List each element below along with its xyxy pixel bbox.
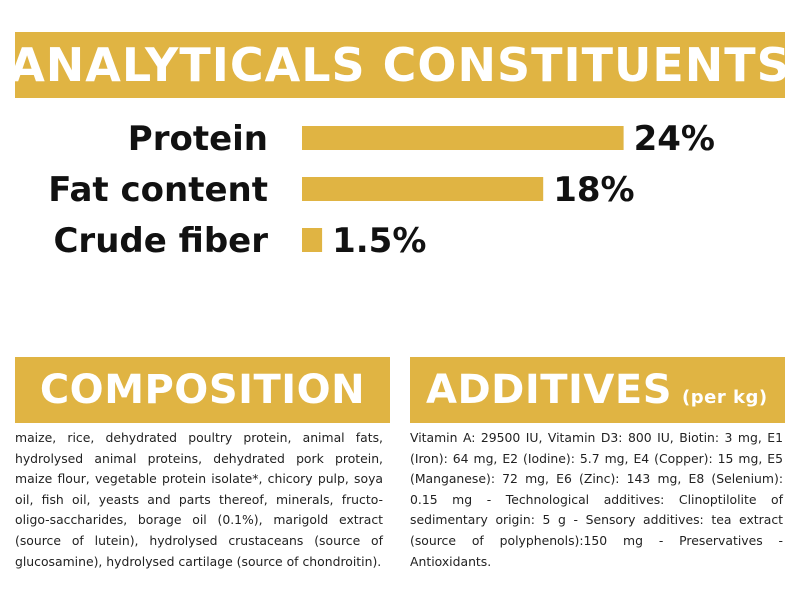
page-title: ANALYTICALS CONSTITUENTS: [9, 38, 791, 92]
additives-heading: ADDITIVES: [426, 367, 673, 413]
bar: [302, 177, 544, 201]
value-label: 18%: [553, 170, 634, 210]
value-label: 24%: [634, 119, 715, 159]
title-banner: ANALYTICALS CONSTITUENTS: [9, 32, 790, 98]
category-label: Crude fiber: [53, 221, 268, 261]
additives-text: Vitamin A: 29500 IU, Vitamin D3: 800 IU,…: [410, 430, 783, 569]
additives-subheading: (per kg): [682, 386, 768, 408]
category-label: Fat content: [48, 170, 268, 210]
composition-banner: COMPOSITION: [15, 357, 390, 423]
additives-banner: ADDITIVES (per kg): [410, 357, 785, 423]
bar: [302, 228, 323, 252]
constituents-bar-chart: Protein 24% Fat content 18% Crude fiber 1.5%: [48, 119, 715, 261]
composition-text: maize, rice, dehydrated poultry protein,…: [15, 430, 383, 569]
value-label: 1.5%: [332, 221, 426, 261]
bar: [302, 126, 624, 150]
composition-heading: COMPOSITION: [39, 367, 366, 413]
category-label: Protein: [128, 119, 268, 159]
